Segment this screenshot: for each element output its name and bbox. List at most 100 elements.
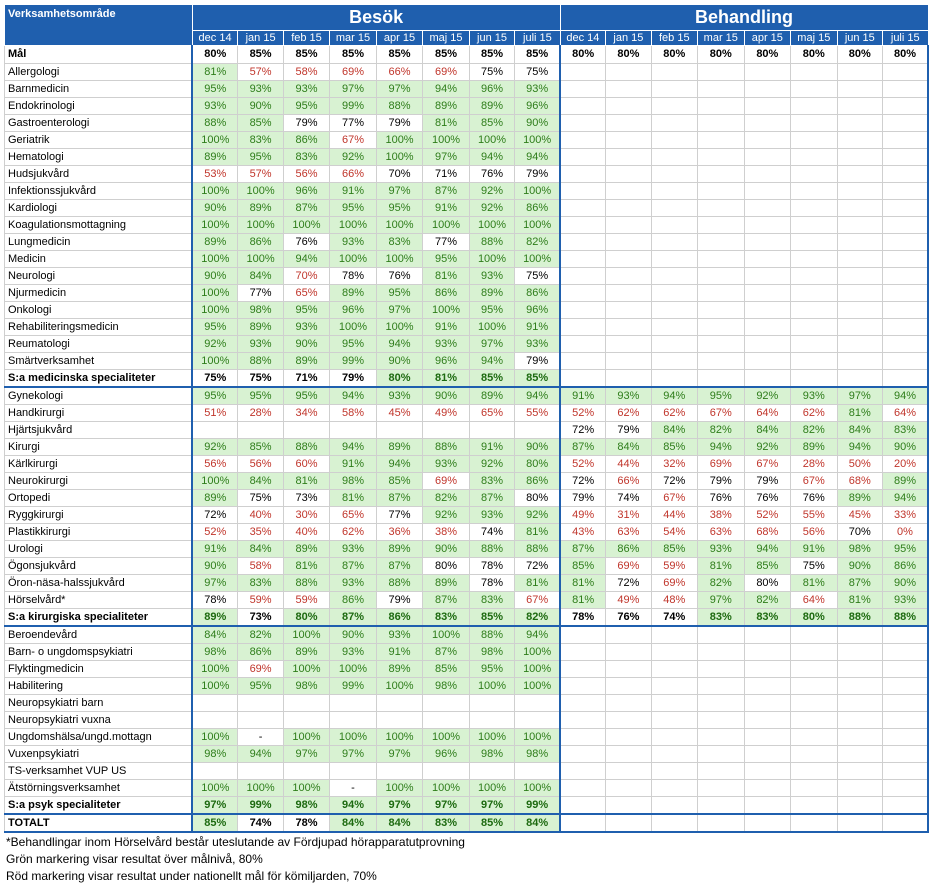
behandling-cell bbox=[743, 643, 792, 661]
behandling-cell bbox=[882, 335, 929, 353]
besok-cell: 65% bbox=[468, 404, 516, 422]
besok-cell: 99% bbox=[237, 796, 284, 815]
besok-cell: 92% bbox=[468, 199, 516, 217]
summary-row: S:a kirurgiska specialiteter 89% 73% 80% 87%… bbox=[4, 608, 929, 627]
besok-cell: 92% bbox=[514, 506, 561, 524]
besok-cell: 74% bbox=[237, 813, 284, 833]
table-row: Infektionssjukvård 100% 100% 96% 91% 97% 87% 92… bbox=[4, 182, 929, 200]
besok-cell: 95% bbox=[468, 301, 516, 319]
target-row: Mål 80% 85% 85% 85% 85% 85% 85% 85% 80% 80% 80% 80% 8… bbox=[4, 45, 929, 64]
besok-cell: 93% bbox=[191, 97, 239, 115]
besok-cell bbox=[422, 694, 470, 712]
behandling-cell bbox=[882, 216, 929, 234]
behandling-cell bbox=[650, 352, 698, 370]
behandling-cell bbox=[696, 114, 745, 132]
table-row: Endokrinologi 93% 90% 95% 99% 88% 89% 89% 96% bbox=[4, 97, 929, 115]
table-row: Neuropsykiatri vuxna bbox=[4, 711, 929, 729]
behandling-cell bbox=[836, 148, 884, 166]
besok-cell: 69% bbox=[422, 63, 470, 81]
besok-cell: 75% bbox=[191, 369, 239, 388]
besok-cell: 45% bbox=[375, 404, 424, 422]
behandling-cell bbox=[650, 728, 698, 746]
behandling-month-header: dec 14 bbox=[559, 30, 607, 46]
besok-cell: 40% bbox=[282, 523, 331, 541]
behandling-cell bbox=[743, 796, 792, 815]
row-label: Vuxenpsykiatri bbox=[4, 745, 193, 763]
behandling-cell bbox=[696, 762, 745, 780]
behandling-cell: 80% bbox=[605, 45, 652, 64]
behandling-cell bbox=[696, 369, 745, 388]
besok-cell: 98% bbox=[468, 745, 516, 763]
area-header: Verksamhetsområde bbox=[4, 4, 193, 46]
behandling-cell bbox=[696, 677, 745, 695]
row-label: Gynekologi bbox=[4, 386, 193, 405]
besok-cell: 98% bbox=[237, 301, 284, 319]
behandling-cell: 81% bbox=[696, 557, 745, 575]
besok-cell: 89% bbox=[422, 574, 470, 592]
besok-cell: 95% bbox=[191, 80, 239, 98]
besok-cell: 93% bbox=[422, 455, 470, 473]
behandling-cell: 82% bbox=[696, 574, 745, 592]
footnote-green: Grön markering visar resultat över målni… bbox=[6, 852, 263, 866]
besok-cell: 91% bbox=[191, 540, 239, 558]
besok-cell: 89% bbox=[422, 97, 470, 115]
besok-cell: 81% bbox=[514, 523, 561, 541]
besok-cell: 78% bbox=[468, 557, 516, 575]
besok-month-header: apr 15 bbox=[375, 30, 424, 46]
besok-cell bbox=[329, 421, 377, 439]
besok-cell: 81% bbox=[329, 489, 377, 507]
besok-cell: 100% bbox=[514, 216, 561, 234]
behandling-cell bbox=[605, 762, 652, 780]
besok-cell: 85% bbox=[375, 45, 424, 64]
besok-cell: 91% bbox=[468, 438, 516, 456]
besok-cell: 91% bbox=[329, 182, 377, 200]
behandling-cell: 64% bbox=[743, 404, 792, 422]
behandling-cell: 68% bbox=[836, 472, 884, 490]
besok-cell: 86% bbox=[237, 643, 284, 661]
row-label: Geriatrik bbox=[4, 131, 193, 149]
besok-cell bbox=[468, 762, 516, 780]
behandling-cell bbox=[836, 335, 884, 353]
besok-cell: 100% bbox=[468, 250, 516, 268]
besok-cell: 55% bbox=[514, 404, 561, 422]
behandling-cell: 67% bbox=[790, 472, 838, 490]
besok-cell: 75% bbox=[237, 369, 284, 388]
behandling-cell bbox=[559, 660, 607, 678]
row-label: Ortopedi bbox=[4, 489, 193, 507]
table-row: Ätstörningsverksamhet 100% 100% 100% -100% 10… bbox=[4, 779, 929, 797]
besok-cell: 92% bbox=[422, 506, 470, 524]
behandling-cell bbox=[790, 728, 838, 746]
besok-cell: 82% bbox=[514, 608, 561, 627]
behandling-cell bbox=[882, 284, 929, 302]
besok-cell: 58% bbox=[237, 557, 284, 575]
besok-cell: 100% bbox=[191, 660, 239, 678]
besok-cell: 100% bbox=[191, 131, 239, 149]
besok-cell: 85% bbox=[237, 114, 284, 132]
footnote-red: Röd markering visar resultat under natio… bbox=[6, 869, 377, 883]
behandling-cell bbox=[836, 182, 884, 200]
behandling-cell bbox=[696, 796, 745, 815]
behandling-cell: 70% bbox=[836, 523, 884, 541]
besok-cell: 80% bbox=[514, 455, 561, 473]
behandling-cell bbox=[836, 250, 884, 268]
results-table: Verksamhetsområde Besök Behandling dec 1… bbox=[4, 4, 929, 833]
besok-cell bbox=[375, 694, 424, 712]
besok-cell: 83% bbox=[375, 233, 424, 251]
behandling-cell bbox=[605, 318, 652, 336]
table-row: Plastikkirurgi 52% 35% 40% 62% 36% 38% 74% 81% 43… bbox=[4, 523, 929, 541]
besok-cell: 85% bbox=[329, 45, 377, 64]
besok-cell: 85% bbox=[514, 45, 561, 64]
row-label: Flyktingmedicin bbox=[4, 660, 193, 678]
behandling-cell bbox=[882, 114, 929, 132]
table-row: Hematologi 89% 95% 83% 92% 100% 97% 94% 94% bbox=[4, 148, 929, 166]
besok-cell: 79% bbox=[514, 165, 561, 183]
behandling-cell bbox=[836, 63, 884, 81]
behandling-cell bbox=[650, 233, 698, 251]
besok-cell: 90% bbox=[282, 335, 331, 353]
behandling-cell: 85% bbox=[559, 557, 607, 575]
behandling-cell bbox=[882, 677, 929, 695]
behandling-cell bbox=[882, 250, 929, 268]
besok-cell: 53% bbox=[191, 165, 239, 183]
besok-cell: 100% bbox=[237, 182, 284, 200]
besok-cell bbox=[191, 711, 239, 729]
